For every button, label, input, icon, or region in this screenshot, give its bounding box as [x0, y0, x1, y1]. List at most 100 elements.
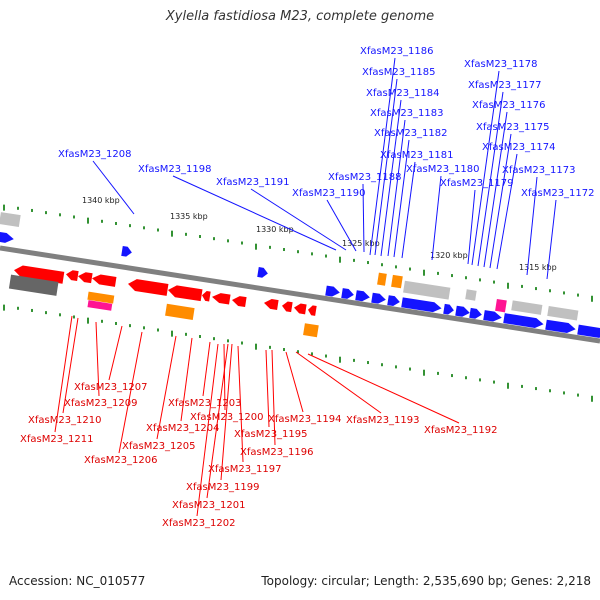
pseudo-gene-shape	[547, 305, 579, 321]
leader-line	[265, 349, 270, 428]
reverse-gene-shape	[202, 290, 211, 302]
reverse-gene	[78, 272, 93, 284]
leader-line	[387, 119, 406, 257]
reverse-gene	[66, 270, 79, 282]
gene-label: XfasM23_1177	[468, 80, 542, 91]
reverse-gene-shape	[232, 296, 247, 308]
reverse-gene-shape	[66, 270, 79, 282]
leader-line	[271, 349, 276, 446]
forward-gene	[577, 324, 600, 338]
gene-label: XfasM23_1181	[380, 150, 454, 161]
forward-gene-shape	[0, 231, 14, 243]
other-gene	[495, 298, 507, 313]
leader-line	[362, 183, 365, 253]
forward-gene-shape	[545, 319, 576, 333]
leader-line	[393, 139, 410, 258]
forward-gene-shape	[341, 288, 354, 299]
gene-label: XfasM23_1185	[362, 67, 436, 78]
reverse-gene	[92, 274, 117, 287]
reverse-gene	[294, 303, 307, 315]
reverse-gene-shape	[78, 272, 93, 284]
leader-line	[369, 57, 396, 256]
gene-label: XfasM23_1190	[292, 188, 366, 199]
reverse-gene	[14, 265, 65, 284]
reverse-gene-shape	[308, 305, 317, 316]
forward-gene	[503, 313, 544, 328]
forward-gene	[325, 285, 340, 297]
leader-line	[237, 345, 244, 463]
forward-gene	[341, 288, 354, 299]
forward-gene-shape	[121, 245, 132, 257]
leader-layer	[54, 57, 557, 517]
rna-gene-shape	[377, 272, 387, 286]
reverse-gene	[308, 305, 317, 316]
forward-gene-shape	[401, 297, 442, 313]
gene-label: XfasM23_1173	[502, 165, 576, 176]
forward-gene-shape	[469, 307, 482, 319]
gene-label: XfasM23_1198	[138, 164, 212, 175]
rna-gene	[391, 274, 403, 289]
leader-line	[95, 321, 100, 397]
pseudo-gene-shape	[511, 300, 543, 315]
leader-line	[223, 343, 226, 411]
reverse-gene-shape	[168, 285, 203, 302]
forward-gene	[371, 292, 386, 304]
forward-gene-shape	[325, 285, 340, 297]
leader-line	[471, 70, 500, 266]
label-layer: XfasM23_1186 XfasM23_1185 XfasM23_1184 Xfas…	[20, 46, 595, 529]
forward-gene	[257, 267, 268, 278]
gene-label: XfasM23_1203	[168, 398, 242, 409]
pseudo-gene-shape	[465, 289, 477, 301]
forward-gene-shape	[443, 303, 454, 315]
genome-backbone	[0, 245, 600, 344]
leader-line	[431, 175, 442, 261]
leader-line	[196, 343, 219, 517]
gene-label: XfasM23_1201	[172, 500, 246, 511]
gene-label: XfasM23_1197	[208, 464, 282, 475]
leader-line	[206, 343, 229, 499]
leader-line	[307, 353, 460, 424]
gene-label: XfasM23_1176	[472, 100, 546, 111]
gene-label: XfasM23_1175	[476, 122, 550, 133]
gene-label: XfasM23_1191	[216, 177, 290, 188]
pseudo-gene	[8, 274, 59, 296]
forward-gene-shape	[387, 295, 400, 307]
rna-gene	[303, 323, 319, 338]
gene-label: XfasM23_1188	[328, 172, 402, 183]
rna-gene-shape	[87, 291, 115, 304]
leader-line	[92, 160, 135, 215]
reverse-gene	[202, 290, 211, 302]
leader-line	[250, 188, 347, 251]
leader-line	[108, 325, 123, 381]
reverse-gene-shape	[294, 303, 307, 315]
pseudo-gene-shape	[0, 212, 21, 227]
leader-line	[180, 337, 193, 422]
forward-gene-shape	[355, 290, 370, 302]
rna-gene	[377, 272, 387, 286]
backbone-layer: 1340 kbp 1335 kbp 1330 kbp 1325 kbp 1320 kbp…	[0, 196, 600, 344]
reverse-gene	[264, 299, 279, 311]
gene-label: XfasM23_1207	[74, 382, 148, 393]
leader-line	[326, 199, 357, 252]
kbp-tick-label: 1325 kbp	[342, 239, 380, 248]
gene-label: XfasM23_1194	[268, 414, 342, 425]
other-gene-shape	[495, 298, 507, 313]
forward-gene	[455, 305, 470, 317]
gene-layer	[0, 212, 600, 338]
kbp-tick-label: 1315 kbp	[519, 263, 557, 272]
forward-gene	[545, 319, 576, 333]
other-gene	[87, 300, 113, 311]
leader-line	[467, 189, 476, 265]
accession-text: Accession: NC_010577	[9, 574, 146, 588]
reverse-gene-shape	[212, 293, 231, 305]
leader-line	[295, 351, 382, 414]
leader-line	[285, 351, 304, 413]
forward-gene-shape	[503, 313, 544, 328]
reverse-gene	[232, 296, 247, 308]
gene-label: XfasM23_1186	[360, 46, 434, 57]
gene-label: XfasM23_1182	[374, 128, 448, 139]
leader-line	[483, 111, 508, 268]
kbp-tick-label: 1320 kbp	[430, 251, 468, 260]
forward-gene-shape	[371, 292, 386, 304]
pseudo-gene	[0, 212, 21, 227]
